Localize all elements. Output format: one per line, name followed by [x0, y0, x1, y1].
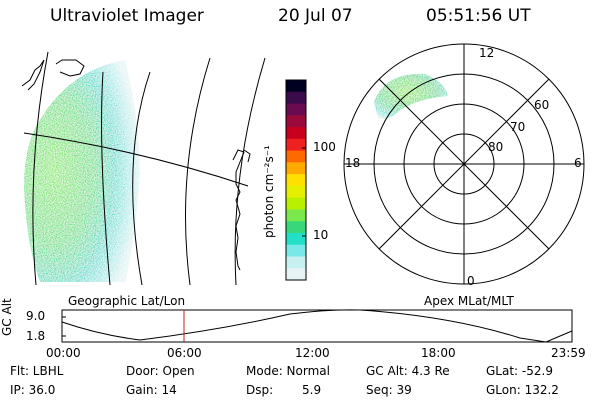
colorbar-band [286, 115, 306, 128]
dsp-label: Dsp: [246, 383, 274, 397]
colorbar-band [286, 127, 306, 140]
auroral-emission-polar [374, 73, 448, 119]
gain-info: Gain: 14 [126, 383, 177, 397]
lat-label-70: 70 [510, 120, 526, 134]
filter-info: Flt: LBHL [10, 364, 64, 378]
altitude-timeline [61, 309, 573, 343]
gc-alt-info: GC Alt: 4.3 Re [366, 364, 450, 378]
timeline-xtick-0600: 06:00 [167, 346, 202, 360]
glon-info: GLon: 132.2 [486, 383, 559, 397]
colorbar-band [286, 185, 306, 199]
colorbar-band [286, 103, 306, 116]
colorbar-band [286, 174, 306, 187]
colorbar-border [285, 79, 307, 281]
image-date: 20 Jul 07 [278, 6, 353, 26]
colorbar-band [286, 138, 306, 152]
lat-label-60: 60 [534, 98, 550, 112]
geographic-map [21, 51, 266, 286]
colorbar-band [286, 150, 306, 163]
colorbar-band [286, 162, 306, 175]
mlt-label-left: 18 [345, 156, 361, 170]
dsp-value: 5.9 [302, 383, 322, 397]
colorbar-band [286, 209, 306, 222]
timeline-right-label: Apex MLat/MLT [424, 294, 514, 308]
ip-info: IP: 36.0 [10, 383, 56, 397]
colorbar-band [286, 244, 306, 258]
image-time: 05:51:56 UT [426, 6, 531, 26]
colorbar-band [286, 91, 306, 105]
timeline-xtick-0000: 00:00 [46, 346, 81, 360]
timeline-xtick-1200: 12:00 [295, 346, 330, 360]
color-scale-bar [285, 79, 307, 281]
seq-info: Seq: 39 [366, 383, 412, 397]
colorbar-band [286, 80, 306, 93]
mlt-label-right: 6 [574, 156, 582, 170]
timeline-left-label: Geographic Lat/Lon [68, 294, 186, 308]
polar-plot [343, 43, 585, 285]
mode-info: Mode: Normal [246, 364, 330, 378]
colorbar-band [286, 268, 306, 281]
timeline-xtick-2359: 23:59 [551, 346, 586, 360]
glat-info: GLat: -52.9 [486, 364, 553, 378]
timeline-xtick-1800: 18:00 [421, 346, 456, 360]
colorbar-band [286, 221, 306, 234]
auroral-emission-geo [24, 60, 140, 282]
timeline-ytick-high: 9.0 [26, 309, 46, 323]
colorbar-unit: photon cm⁻²s⁻¹ [262, 145, 276, 238]
door-info: Door: Open [126, 364, 195, 378]
colorbar-tick-100: 100 [313, 140, 336, 154]
colorbar-tick-10: 10 [313, 228, 329, 242]
colorbar-band [286, 256, 306, 269]
instrument-title: Ultraviolet Imager [50, 6, 204, 26]
mlt-label-bottom: 0 [467, 274, 475, 288]
lat-label-80: 80 [488, 140, 504, 154]
timeline-ytick-low: 1.8 [26, 329, 46, 343]
colorbar-band [286, 197, 306, 211]
timeline-axis-label: GC Alt [0, 298, 14, 336]
mlt-label-top: 12 [479, 46, 495, 60]
colorbar-band [286, 232, 306, 246]
